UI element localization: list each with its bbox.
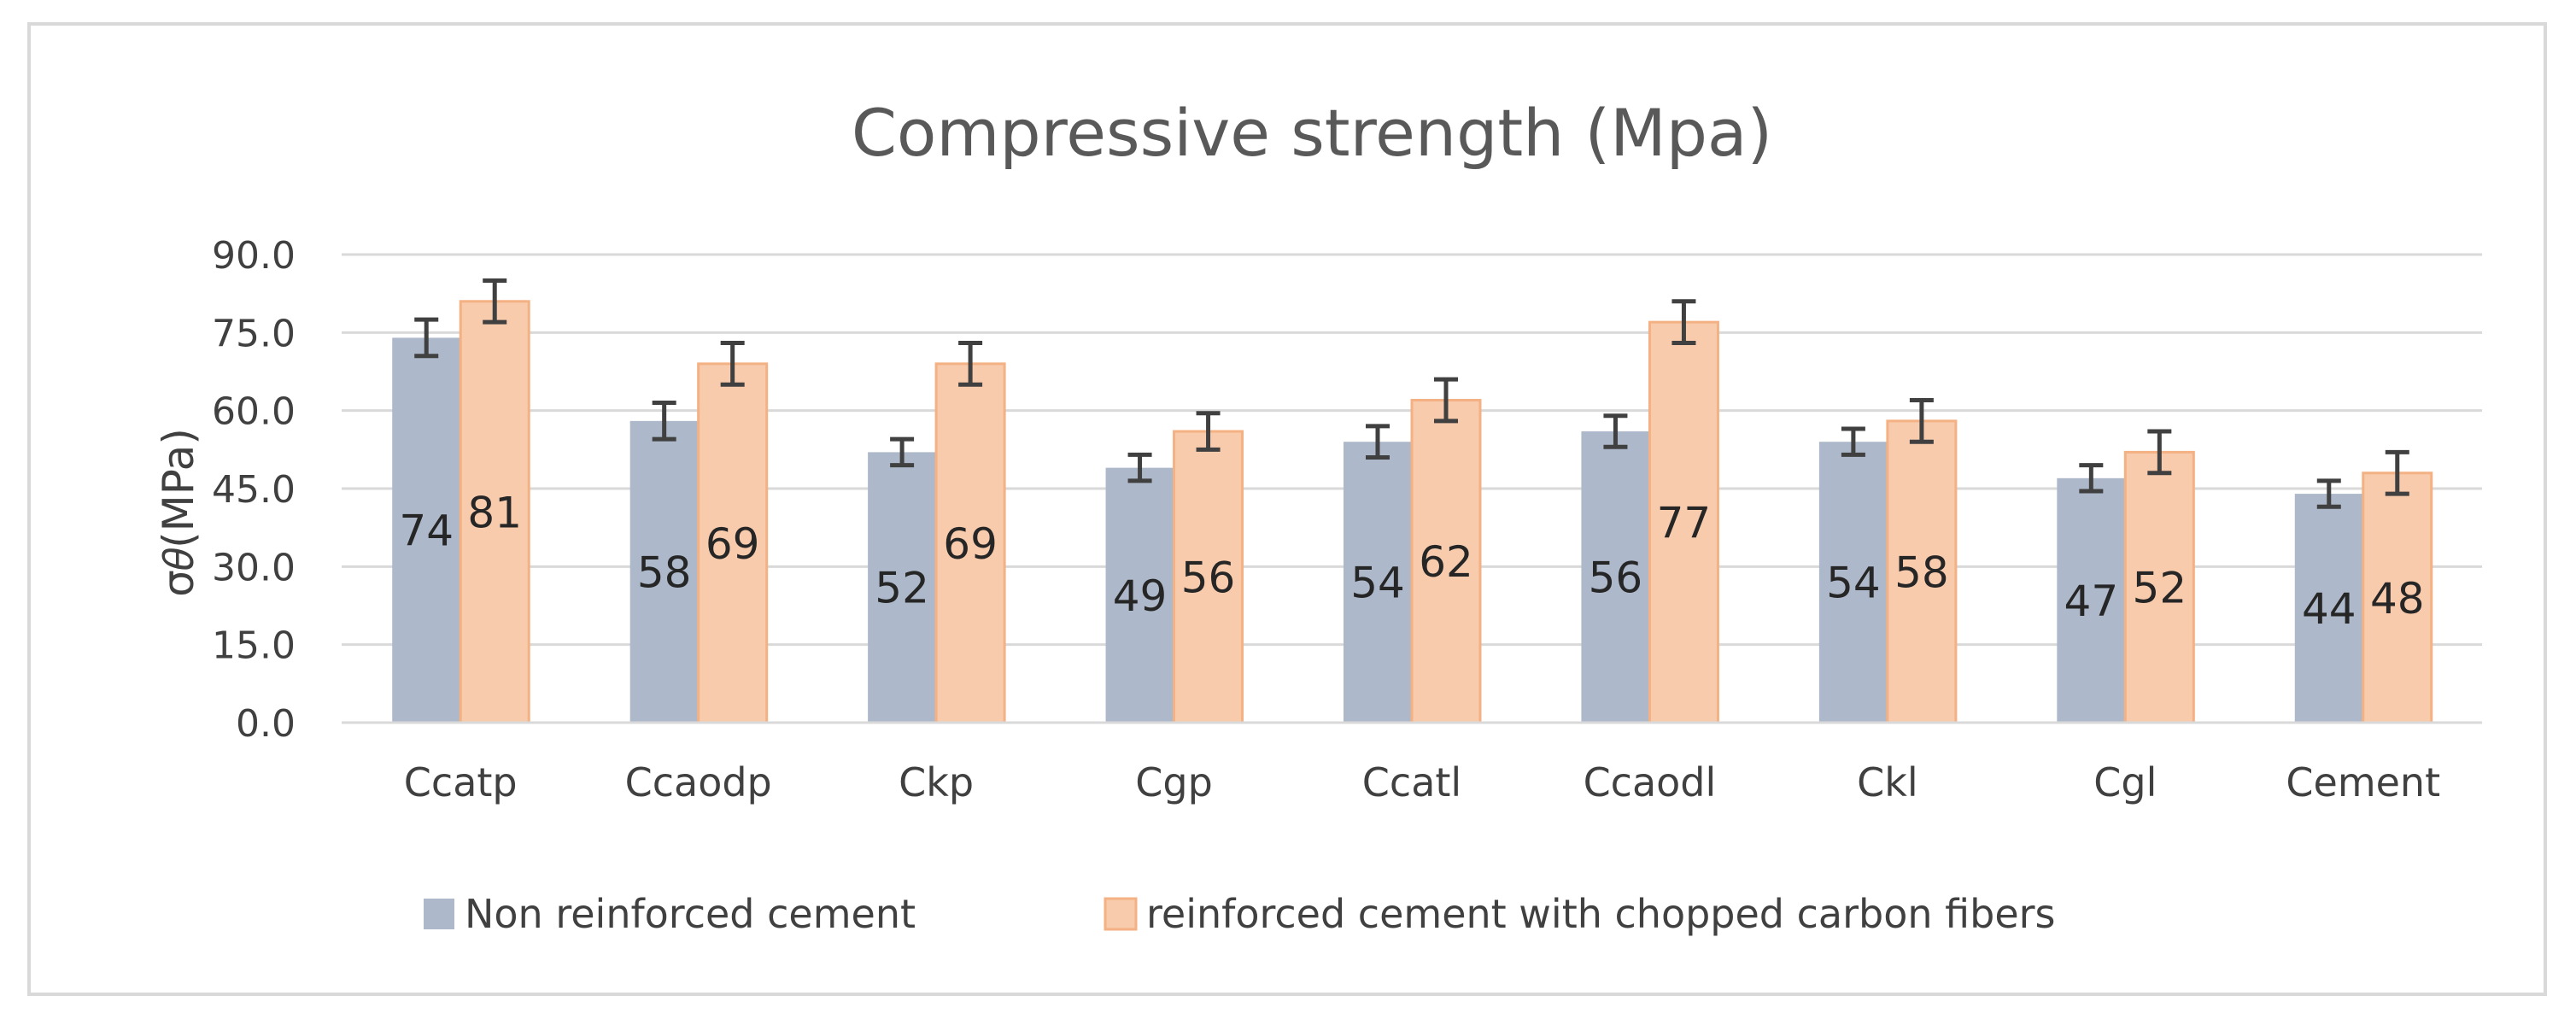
x-axis-categories: Ccatp Ccaodp Ckp Cgp Ccatl Ccaodl Ckl Cgl Cement xyxy=(404,759,2440,805)
data-label: 69 xyxy=(705,519,760,569)
y-tick-label: 90.0 xyxy=(212,234,296,278)
error-bar xyxy=(414,317,439,359)
y-tick-label: 60.0 xyxy=(212,390,296,434)
data-label: 58 xyxy=(1894,548,1949,597)
error-bar xyxy=(2316,478,2341,509)
chart-frame: Compressive strength (Mpa) 0.0 15.0 30.0 45… xyxy=(27,22,2547,996)
bar-non-reinforced-ckp xyxy=(868,452,937,723)
error-bar xyxy=(2079,463,2104,494)
error-bar xyxy=(720,341,745,387)
bar-non-reinforced-ccaodl xyxy=(1581,431,1650,723)
data-label: 56 xyxy=(1181,554,1236,603)
bar-non-reinforced-ccatp xyxy=(392,337,461,723)
bars xyxy=(392,300,2433,724)
y-tick-label: 75.0 xyxy=(212,312,296,355)
data-label: 69 xyxy=(943,519,998,569)
bar-reinforced-ckp xyxy=(934,362,1006,724)
bar-reinforced-cement xyxy=(2362,472,2433,724)
y-tick-label: 0.0 xyxy=(236,702,296,746)
x-category-label: Cgl xyxy=(2093,759,2157,805)
data-label: 44 xyxy=(2302,584,2356,634)
error-bar xyxy=(958,341,983,387)
data-label: 52 xyxy=(2133,564,2187,613)
bar-non-reinforced-cgl xyxy=(2057,477,2126,723)
data-label: 81 xyxy=(467,488,522,537)
y-axis-label: σ𝜃(MPa) xyxy=(154,428,203,597)
data-label: 62 xyxy=(1419,537,1473,587)
error-bars xyxy=(414,278,2409,509)
error-bar xyxy=(2147,429,2172,476)
bar-non-reinforced-cgp xyxy=(1105,467,1174,723)
bar-non-reinforced-ccatl xyxy=(1344,442,1412,723)
data-label: 48 xyxy=(2370,574,2425,624)
data-labels: 74 81 58 69 52 69 49 56 54 62 56 77 54 58 47 52 44 48 xyxy=(399,488,2424,634)
error-bar xyxy=(483,278,507,325)
bar-reinforced-ccatp xyxy=(459,300,530,724)
x-category-label: Ccaodl xyxy=(1584,759,1717,805)
data-label: 54 xyxy=(1826,559,1881,608)
y-tick-label: 45.0 xyxy=(212,468,296,512)
legend-swatch xyxy=(424,899,454,929)
error-bar xyxy=(1603,413,1628,449)
bar-reinforced-ckl xyxy=(1886,419,1958,724)
error-bar xyxy=(2385,449,2409,496)
bar-reinforced-ccatl xyxy=(1410,398,1482,724)
data-label: 49 xyxy=(1113,571,1168,621)
chart-title: Compressive strength (Mpa) xyxy=(852,95,1772,171)
error-bar xyxy=(1434,377,1458,424)
x-category-label: Ccatl xyxy=(1362,759,1461,805)
y-axis-ticks: 0.0 15.0 30.0 45.0 60.0 75.0 90.0 xyxy=(212,234,296,746)
data-label: 52 xyxy=(875,564,929,613)
bar-non-reinforced-ccaodp xyxy=(629,420,699,723)
chart-svg: Compressive strength (Mpa) 0.0 15.0 30.0 45… xyxy=(154,95,2482,937)
legend-swatch xyxy=(1104,897,1138,931)
legend-item-reinforced: reinforced cement with chopped carbon fi… xyxy=(1104,891,2056,937)
data-label: 47 xyxy=(2064,577,2119,626)
error-bar xyxy=(1841,426,1865,457)
x-category-label: Ckl xyxy=(1857,759,1918,805)
data-label: 54 xyxy=(1350,559,1405,608)
x-category-label: Ccatp xyxy=(404,759,518,805)
data-label: 56 xyxy=(1589,554,1643,603)
data-label: 74 xyxy=(399,507,454,556)
error-bar xyxy=(1196,411,1221,452)
x-category-label: Cement xyxy=(2286,759,2440,805)
y-tick-label: 15.0 xyxy=(212,624,296,668)
data-label: 58 xyxy=(637,548,692,597)
error-bar xyxy=(1366,424,1390,460)
bar-non-reinforced-ckl xyxy=(1818,442,1888,723)
error-bar xyxy=(1671,299,1696,346)
error-bar xyxy=(1909,397,1934,444)
legend-label: reinforced cement with chopped carbon fi… xyxy=(1146,891,2056,937)
legend-item-non-reinforced: Non reinforced cement xyxy=(424,891,916,937)
error-bar xyxy=(890,436,915,468)
y-tick-label: 30.0 xyxy=(212,546,296,589)
legend-label: Non reinforced cement xyxy=(465,891,916,937)
x-category-label: Cgp xyxy=(1135,759,1213,805)
data-label: 77 xyxy=(1657,499,1712,548)
x-category-label: Ccaodp xyxy=(625,759,772,805)
legend: Non reinforced cement reinforced cement w… xyxy=(424,891,2056,937)
x-category-label: Ckp xyxy=(899,759,974,805)
error-bar xyxy=(652,401,676,442)
bar-reinforced-cgp xyxy=(1173,430,1244,724)
error-bar xyxy=(1127,452,1152,483)
bar-non-reinforced-cement xyxy=(2294,494,2363,723)
